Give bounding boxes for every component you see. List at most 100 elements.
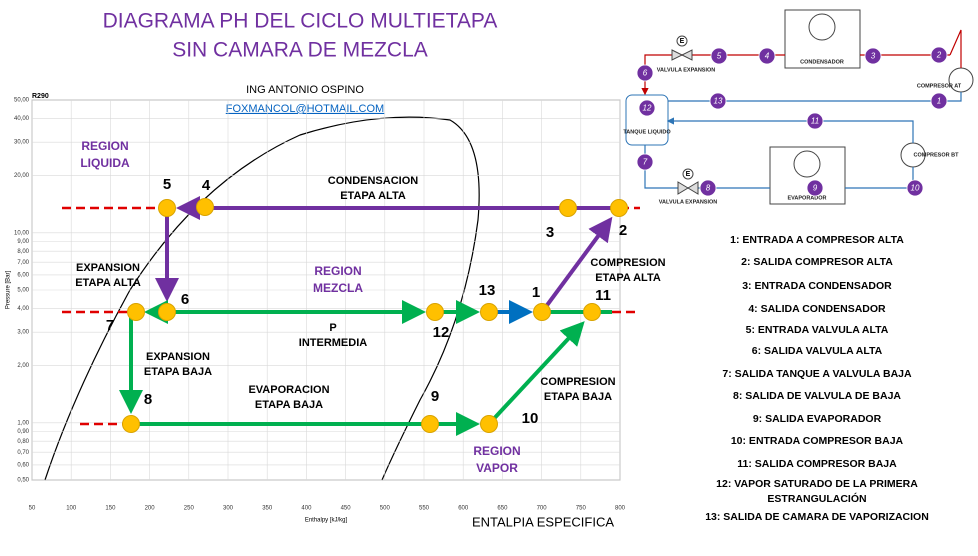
x-tick-label: 650	[497, 506, 508, 512]
region-label: REGION	[473, 444, 520, 458]
legend-item: 10: ENTRADA COMPRESOR BAJA	[731, 435, 904, 447]
y-tick-label: 0,60	[17, 463, 29, 469]
state-point	[196, 198, 214, 216]
y-tick-label: 0,70	[17, 450, 29, 456]
schematic-label: EVAPORADOR	[787, 195, 826, 201]
x-tick-label: 800	[615, 506, 626, 512]
schematic-node	[758, 47, 776, 65]
state-point	[158, 303, 176, 321]
process-line	[540, 216, 613, 314]
state-point-label: 2	[619, 222, 627, 239]
schematic-node	[636, 64, 654, 82]
region-label: LIQUIDA	[80, 156, 130, 170]
state-point-label: 4	[202, 177, 211, 194]
x-axis-caption: ENTALPIA ESPECIFICA	[472, 514, 614, 529]
y-tick-label: 6,00	[17, 273, 29, 279]
y-tick-label: 5,00	[17, 288, 29, 294]
region-label: VAPOR	[476, 461, 518, 475]
state-point-label: 3	[546, 224, 554, 241]
state-point	[421, 415, 439, 433]
schematic-node-label: 12	[643, 104, 652, 113]
state-point-label: 7	[106, 317, 114, 334]
process-annotation: COMPRESION	[590, 257, 665, 269]
x-tick-label: 750	[576, 506, 587, 512]
process-annotation: INTERMEDIA	[299, 337, 368, 349]
state-point	[158, 199, 176, 217]
schematic-node-label: 4	[765, 52, 770, 61]
process-annotation: EXPANSION	[76, 262, 140, 274]
schematic-node	[699, 179, 717, 197]
state-point-label: 1	[532, 284, 540, 301]
y-tick-label: 1,00	[17, 420, 29, 426]
state-point	[559, 199, 577, 217]
schematic-label: COMPRESOR BT	[914, 152, 960, 158]
schematic-node-label: 5	[717, 52, 722, 61]
y-tick-label: 0,50	[17, 478, 29, 484]
legend-item: 8: SALIDA DE VALVULA DE BAJA	[733, 390, 901, 402]
state-point-label: 12	[433, 324, 450, 341]
fan	[808, 13, 836, 41]
author: ING ANTONIO OSPINO	[246, 84, 364, 96]
x-tick-label: 400	[301, 506, 312, 512]
schematic-node-label: 7	[643, 158, 648, 167]
schematic-node-label: 10	[911, 184, 920, 193]
y-tick-label: 20,00	[14, 173, 30, 179]
schematic	[625, 9, 974, 205]
x-tick-label: 600	[458, 506, 469, 512]
email[interactable]: FOXMANCOL@HOTMAIL.COM	[226, 103, 384, 115]
low-line	[666, 117, 914, 143]
schematic-node	[930, 92, 948, 110]
state-point-label: 11	[595, 287, 611, 304]
process-annotation: ETAPA BAJA	[255, 399, 323, 411]
process-annotation: ETAPA ALTA	[75, 277, 141, 289]
process-line	[487, 321, 585, 426]
y-axis-label: Pressure [Bar]	[6, 271, 12, 310]
legend-item: 13: SALIDA DE CAMARA DE VAPORIZACION	[705, 511, 929, 523]
valve-symbol: E	[686, 171, 691, 178]
high-line	[949, 29, 962, 68]
state-point	[127, 303, 145, 321]
schematic-node	[636, 153, 654, 171]
legend-item: 6: SALIDA VALVULA ALTA	[752, 345, 883, 357]
schematic-node-label: 8	[706, 184, 711, 193]
y-tick-label: 7,00	[17, 260, 29, 266]
schematic-node	[930, 46, 948, 64]
low-line	[668, 92, 962, 102]
schematic-node	[710, 47, 728, 65]
state-point	[610, 199, 628, 217]
legend-item: 7: SALIDA TANQUE A VALVULA BAJA	[722, 368, 912, 380]
title-line: SIN CAMARA DE MEZCLA	[172, 39, 428, 62]
schematic-node-label: 13	[714, 97, 723, 106]
saturation-dome	[44, 116, 480, 481]
schematic-label: COMPRESOR AT	[917, 83, 962, 89]
schematic-node-label: 2	[936, 51, 942, 60]
y-tick-label: 0,90	[17, 429, 29, 435]
x-tick-label: 300	[223, 506, 234, 512]
process-annotation: ETAPA BAJA	[144, 366, 212, 378]
x-tick-label: 550	[419, 506, 430, 512]
x-tick-label: 700	[537, 506, 548, 512]
state-point	[480, 303, 498, 321]
legend-item: 4: SALIDA CONDENSADOR	[748, 303, 886, 315]
y-tick-label: 8,00	[17, 249, 29, 255]
process-annotation: ETAPA ALTA	[595, 272, 661, 284]
region-label: REGION	[314, 264, 361, 278]
x-axis-label: Enthalpy [kJ/kg]	[305, 518, 348, 524]
x-tick-label: 450	[341, 506, 352, 512]
state-point-label: 10	[522, 410, 539, 427]
y-tick-label: 50,00	[14, 98, 30, 104]
process-annotation: ETAPA ALTA	[340, 190, 406, 202]
x-tick-label: 250	[184, 506, 195, 512]
x-tick-label: 100	[66, 506, 77, 512]
state-point	[480, 415, 498, 433]
process-annotation: COMPRESION	[540, 376, 615, 388]
schematic-label: VALVULA EXPANSION	[659, 199, 717, 205]
state-point-label: 9	[431, 388, 439, 405]
legend-item: 5: ENTRADA VALVULA ALTA	[746, 324, 889, 336]
schematic-node-label: 6	[643, 69, 648, 78]
state-point-label: 13	[479, 282, 496, 299]
x-tick-label: 350	[262, 506, 273, 512]
schematic-node	[638, 99, 656, 117]
y-tick-label: 40,00	[14, 116, 30, 122]
state-point	[122, 415, 140, 433]
